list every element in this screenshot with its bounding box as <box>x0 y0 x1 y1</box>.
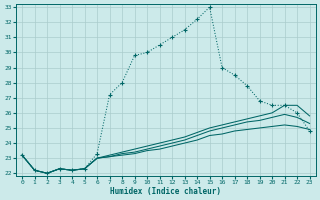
X-axis label: Humidex (Indice chaleur): Humidex (Indice chaleur) <box>110 187 221 196</box>
